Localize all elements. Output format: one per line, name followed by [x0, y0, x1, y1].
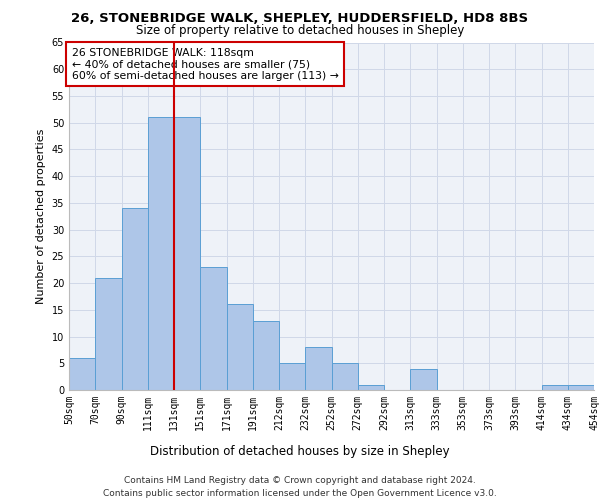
Bar [305, 347, 331, 390]
Bar [174, 118, 200, 390]
Text: 26 STONEBRIDGE WALK: 118sqm
← 40% of detached houses are smaller (75)
60% of sem: 26 STONEBRIDGE WALK: 118sqm ← 40% of det… [71, 48, 338, 81]
Bar [69, 358, 95, 390]
Bar [279, 364, 305, 390]
Bar [542, 384, 568, 390]
Bar [95, 278, 121, 390]
Bar [253, 320, 279, 390]
Bar [200, 267, 227, 390]
Bar [121, 208, 148, 390]
Bar [410, 368, 437, 390]
Text: 26, STONEBRIDGE WALK, SHEPLEY, HUDDERSFIELD, HD8 8BS: 26, STONEBRIDGE WALK, SHEPLEY, HUDDERSFI… [71, 12, 529, 24]
Text: Size of property relative to detached houses in Shepley: Size of property relative to detached ho… [136, 24, 464, 37]
Y-axis label: Number of detached properties: Number of detached properties [36, 128, 46, 304]
Bar [568, 384, 594, 390]
Text: Contains HM Land Registry data © Crown copyright and database right 2024.
Contai: Contains HM Land Registry data © Crown c… [103, 476, 497, 498]
Bar [331, 364, 358, 390]
Bar [358, 384, 384, 390]
Bar [148, 118, 174, 390]
Text: Distribution of detached houses by size in Shepley: Distribution of detached houses by size … [150, 444, 450, 458]
Bar [227, 304, 253, 390]
